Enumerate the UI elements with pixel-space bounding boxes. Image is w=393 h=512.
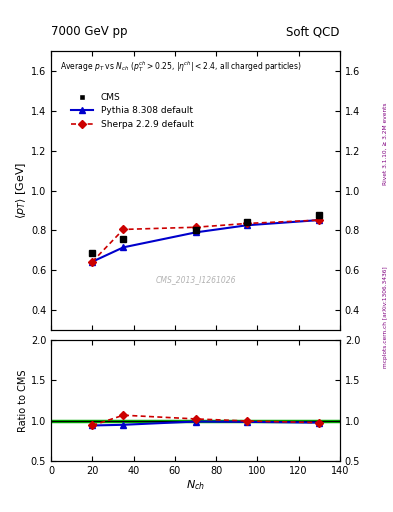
Legend: CMS, Pythia 8.308 default, Sherpa 2.2.9 default: CMS, Pythia 8.308 default, Sherpa 2.2.9 … [67,89,197,133]
Text: mcplots.cern.ch [arXiv:1306.3436]: mcplots.cern.ch [arXiv:1306.3436] [383,267,388,368]
Text: CMS_2013_I1261026: CMS_2013_I1261026 [155,275,236,284]
Text: Rivet 3.1.10, ≥ 3.2M events: Rivet 3.1.10, ≥ 3.2M events [383,102,388,185]
Text: Soft QCD: Soft QCD [286,26,340,38]
Y-axis label: $\langle p_T \rangle$ [GeV]: $\langle p_T \rangle$ [GeV] [14,162,28,219]
X-axis label: $N_{ch}$: $N_{ch}$ [186,478,205,492]
Y-axis label: Ratio to CMS: Ratio to CMS [18,369,28,432]
Text: 7000 GeV pp: 7000 GeV pp [51,26,128,38]
Text: Average $p_T$ vs $N_{ch}$ ($p_T^{ch}>0.25$, $|\eta^{ch}|<2.4$, all charged parti: Average $p_T$ vs $N_{ch}$ ($p_T^{ch}>0.2… [60,59,301,74]
